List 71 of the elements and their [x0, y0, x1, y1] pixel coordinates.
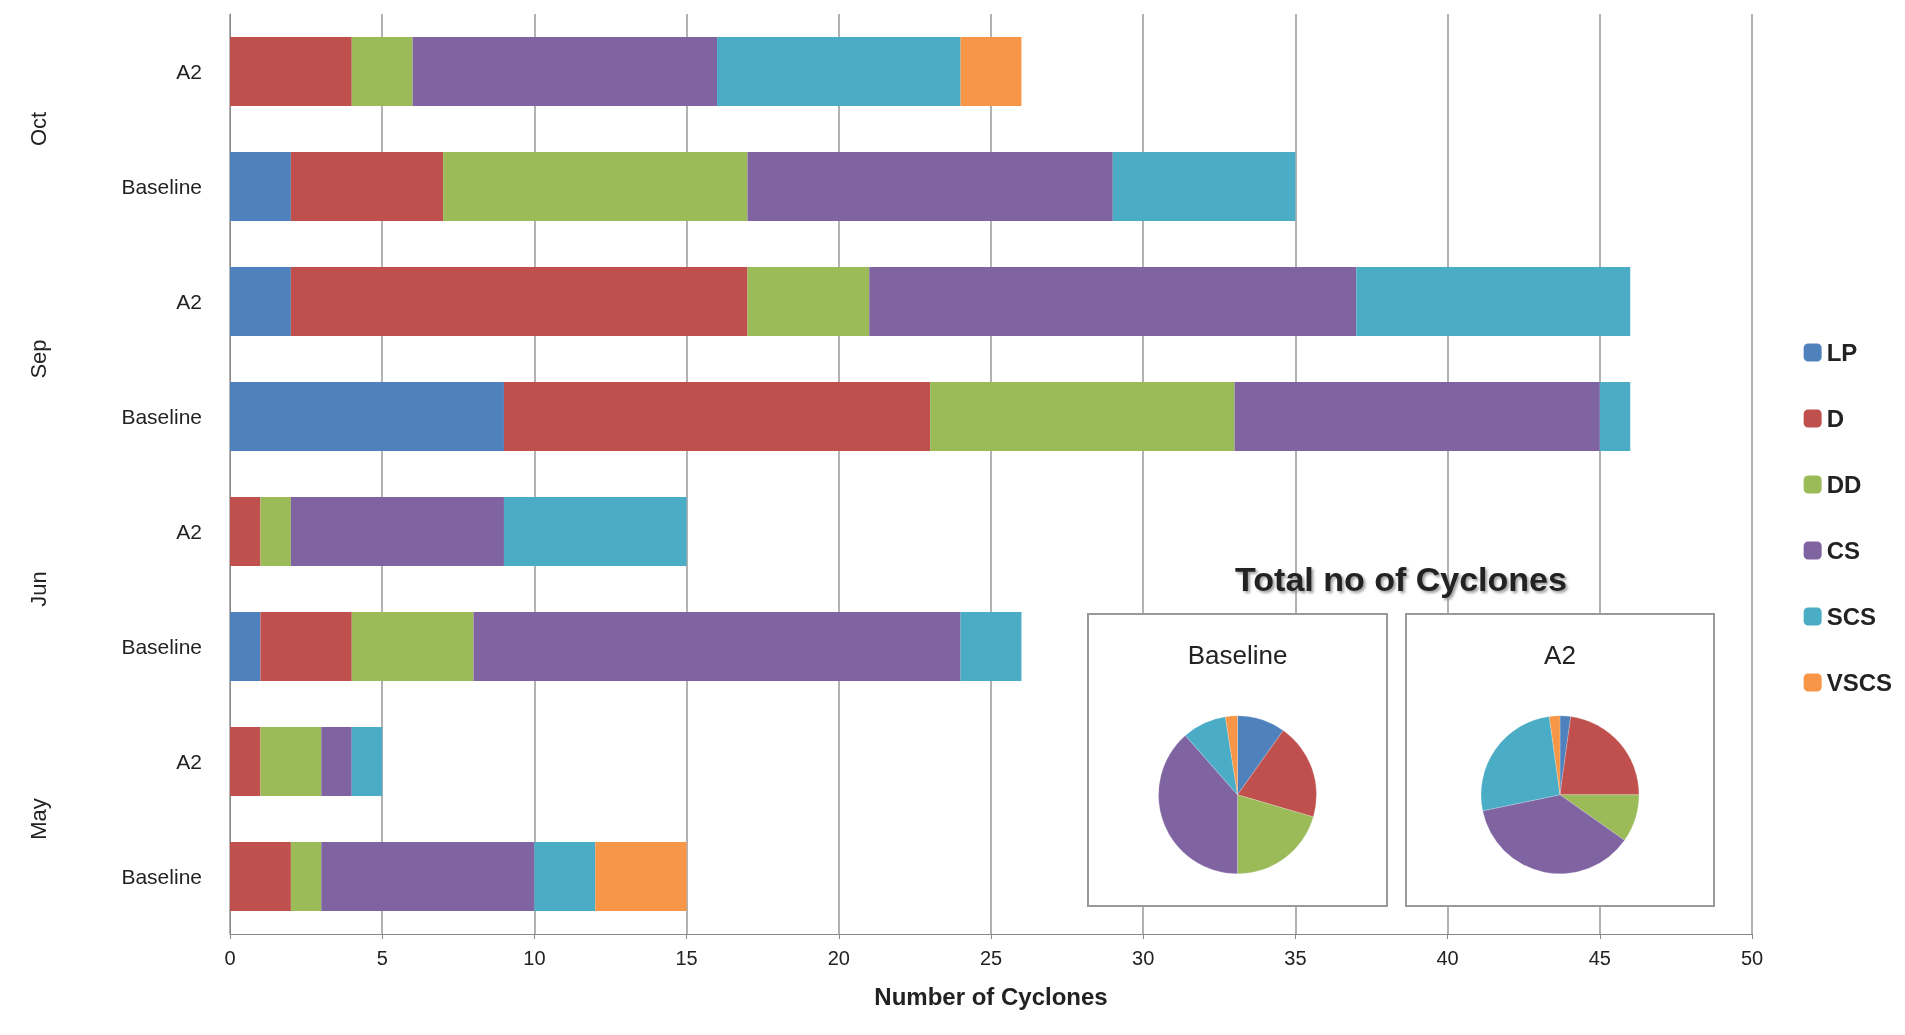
bar [230, 267, 291, 336]
x-axis-title: Number of Cyclones [874, 982, 1108, 1010]
bar [412, 37, 718, 106]
x-tick-label: 15 [675, 947, 698, 969]
x-tick-label: 25 [979, 947, 1003, 969]
bar [960, 37, 1022, 106]
bar [230, 152, 291, 221]
legend-label: VSCS [1826, 669, 1892, 696]
x-tick-label: 40 [1436, 947, 1459, 969]
bar [290, 842, 322, 911]
bar [503, 382, 931, 451]
bar [747, 267, 870, 336]
y-tick-label: Baseline [121, 405, 202, 428]
x-tick-label: 10 [523, 947, 546, 969]
bar [290, 267, 748, 336]
bar [595, 842, 687, 911]
chart-title: A2 [1544, 640, 1576, 670]
y-tick-label: A2 [176, 290, 202, 313]
bar [443, 152, 748, 221]
bar [351, 727, 383, 796]
annotation: Total no of Cyclones [1234, 560, 1568, 599]
x-tick-label: 30 [1132, 947, 1155, 969]
bar [321, 842, 535, 911]
legend-label: SCS [1826, 603, 1876, 630]
bar [230, 382, 504, 451]
bar [1112, 152, 1296, 221]
text: Oct [25, 111, 51, 147]
bar [1356, 267, 1631, 336]
bar [717, 37, 961, 106]
y-tick-label: Baseline [121, 635, 202, 658]
legend-label: CS [1826, 537, 1860, 564]
bar [869, 267, 1357, 336]
x-tick-label: 50 [1740, 947, 1764, 969]
x-tick-label: 35 [1284, 947, 1307, 969]
y-tick-label: A2 [176, 750, 202, 773]
bar [351, 612, 474, 681]
bar [290, 497, 504, 566]
bar [1599, 382, 1631, 451]
bar [230, 842, 291, 911]
legend-label: DD [1826, 471, 1862, 498]
bar [747, 152, 1113, 221]
bar [321, 727, 352, 796]
x-tick-label: 0 [224, 947, 236, 969]
bar [960, 612, 1022, 681]
y-tick-label: A2 [176, 60, 202, 83]
bar [290, 152, 444, 221]
bar [503, 497, 687, 566]
bar [473, 612, 961, 681]
text: Jun [25, 571, 51, 607]
x-tick-label: 20 [827, 947, 850, 969]
legend-label: D [1826, 405, 1844, 432]
legend-label: LP [1826, 339, 1858, 366]
bar [230, 727, 261, 796]
bar [1234, 382, 1600, 451]
y-tick-label: A2 [176, 520, 202, 543]
chart-title: Baseline [1187, 640, 1288, 670]
bar [534, 842, 596, 911]
bar [930, 382, 1235, 451]
y-tick-label: Baseline [121, 865, 202, 888]
text: Sep [25, 339, 51, 379]
bar [351, 37, 413, 106]
bar [260, 727, 322, 796]
x-tick-label: 45 [1588, 947, 1611, 969]
y-tick-label: Baseline [121, 175, 202, 198]
bar [230, 612, 261, 681]
bar [230, 497, 261, 566]
bar [260, 612, 352, 681]
text: May [25, 798, 51, 840]
x-tick-label: 5 [376, 947, 388, 969]
bar [230, 37, 352, 106]
bar [260, 497, 291, 566]
